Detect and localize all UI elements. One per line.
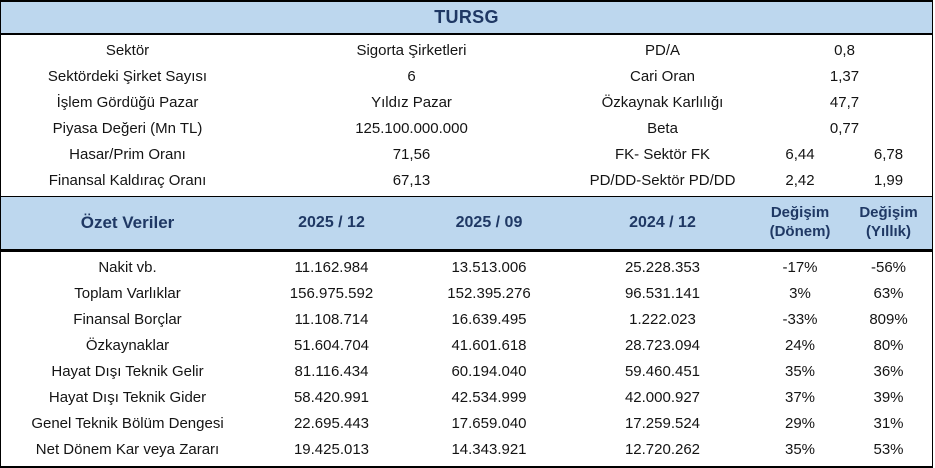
metric-label: Beta (647, 119, 678, 137)
metric-label: PD/DD-Sektör PD/DD (589, 171, 736, 189)
value-change-period: 37% (784, 388, 816, 406)
metric-sector-value: 6,78 (873, 145, 904, 163)
value-period-2: 41.601.618 (451, 336, 527, 354)
value-change-yearly: 36% (873, 362, 904, 380)
value-period-3: 96.531.141 (624, 284, 701, 302)
value-period-1: 11.162.984 (294, 258, 369, 276)
value-period-1: 19.425.013 (293, 440, 370, 458)
info-label: Sektör (105, 41, 150, 59)
info-label: Piyasa Değeri (Mn TL) (52, 119, 203, 137)
metric-value: 2,42 (785, 171, 815, 189)
value-change-yearly: 31% (873, 414, 904, 432)
value-period-2: 13.513.006 (451, 258, 527, 276)
metric-label: Özkaynak Karlılığı (601, 93, 724, 111)
value-change-yearly: 39% (873, 388, 904, 406)
column-header-change-yearly: Değişim (Yıllık) (859, 204, 918, 240)
value-period-1: 11.108.714 (294, 310, 369, 328)
value-change-yearly: -56% (870, 258, 907, 276)
info-label: Sektördeki Şirket Sayısı (47, 67, 208, 85)
value-period-3: 17.259.524 (624, 414, 701, 432)
row-label: Özkaynaklar (85, 336, 170, 354)
ticker-symbol: TURSG (434, 7, 499, 27)
row-label: Hayat Dışı Teknik Gelir (51, 362, 204, 380)
value-period-2: 42.534.999 (451, 388, 527, 406)
row-label: Net Dönem Kar veya Zararı (35, 440, 220, 458)
info-value: Yıldız Pazar (371, 93, 452, 111)
row-label: Toplam Varlıklar (74, 284, 181, 302)
metric-value: 1,37 (829, 67, 860, 85)
company-info-section: Sektör Sigorta Şirketleri PD/A 0,8 Sektö… (1, 35, 932, 196)
row-label: Finansal Borçlar (73, 310, 182, 328)
metric-sector-value: 1,99 (873, 171, 904, 189)
value-period-3: 25.228.353 (624, 258, 701, 276)
value-change-period: -33% (782, 310, 818, 328)
column-header-period-2: 2025 / 09 (455, 214, 523, 231)
column-header-change-period: Değişim (Dönem) (769, 204, 831, 240)
value-period-3: 42.000.927 (624, 388, 701, 406)
row-label: Hayat Dışı Teknik Gider (48, 388, 207, 406)
value-period-2: 152.395.276 (447, 284, 531, 302)
value-period-2: 14.343.921 (451, 440, 527, 458)
metric-label: Cari Oran (629, 67, 696, 85)
value-period-2: 60.194.040 (451, 362, 527, 380)
value-period-1: 58.420.991 (293, 388, 370, 406)
value-change-period: 35% (784, 362, 816, 380)
row-label: Genel Teknik Bölüm Dengesi (31, 414, 224, 432)
value-change-yearly: 80% (873, 336, 904, 354)
info-label: Finansal Kaldıraç Oranı (48, 171, 207, 189)
column-header-period-1: 2025 / 12 (298, 214, 365, 231)
value-period-1: 22.695.443 (293, 414, 370, 432)
value-change-period: 24% (784, 336, 816, 354)
value-change-period: 3% (789, 284, 811, 302)
info-value: 6 (407, 67, 416, 85)
value-change-yearly: 53% (873, 440, 904, 458)
ticker-header-band: TURSG (1, 2, 932, 35)
value-period-3: 12.720.262 (624, 440, 701, 458)
value-period-1: 51.604.704 (293, 336, 370, 354)
value-period-3: 28.723.094 (624, 336, 701, 354)
summary-table-body: Nakit vb. 11.162.984 13.513.006 25.228.3… (1, 252, 932, 466)
value-period-2: 17.659.040 (451, 414, 527, 432)
metric-value: 0,77 (829, 119, 860, 137)
metric-label: FK- Sektör FK (614, 145, 711, 163)
summary-title: Özet Veriler (80, 213, 175, 233)
value-period-3: 59.460.451 (624, 362, 701, 380)
value-change-yearly: 63% (873, 284, 904, 302)
metric-value: 0,8 (834, 41, 855, 59)
metric-value: 6,44 (785, 145, 815, 163)
info-label: İşlem Gördüğü Pazar (56, 93, 199, 111)
info-value: 125.100.000.000 (355, 119, 468, 137)
info-value: Sigorta Şirketleri (356, 41, 467, 59)
value-period-1: 81.116.434 (294, 362, 369, 380)
value-change-period: 35% (784, 440, 816, 458)
value-period-2: 16.639.495 (451, 310, 527, 328)
value-period-3: 1.222.023 (629, 310, 696, 328)
info-value: 71,56 (392, 145, 431, 163)
metric-value: 47,7 (829, 93, 860, 111)
column-header-period-3: 2024 / 12 (629, 214, 696, 231)
value-period-1: 156.975.592 (289, 284, 374, 302)
value-change-period: 29% (784, 414, 816, 432)
row-label: Nakit vb. (98, 258, 157, 276)
metric-label: PD/A (644, 41, 680, 59)
value-change-yearly: 809% (869, 310, 908, 328)
value-change-period: -17% (782, 258, 818, 276)
info-label: Hasar/Prim Oranı (69, 145, 186, 163)
info-value: 67,13 (392, 171, 431, 189)
summary-table-header: Özet Veriler 2025 / 12 2025 / 09 2024 / … (1, 196, 932, 252)
